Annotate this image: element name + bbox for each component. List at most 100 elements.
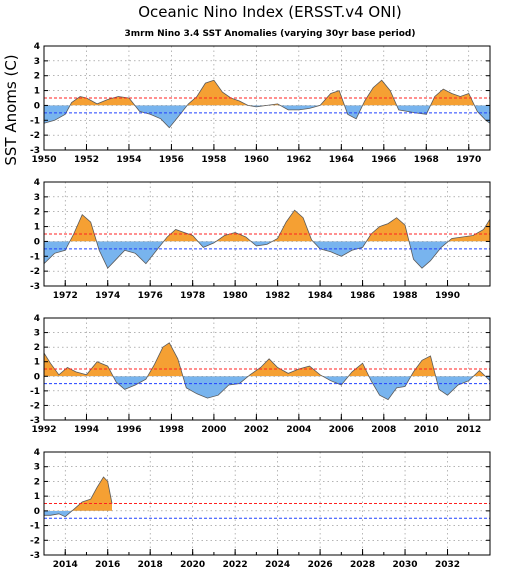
x-tick-label: 2032 (435, 560, 460, 570)
anomaly-area (44, 209, 490, 269)
anomaly-line (44, 342, 490, 401)
x-tick-label: 2022 (223, 560, 248, 570)
anomaly-line (44, 209, 490, 269)
plot-frame (43, 181, 491, 287)
plot-frame (43, 451, 491, 556)
y-tick-label: -3 (30, 282, 40, 292)
x-tick-label: 2004 (286, 425, 311, 435)
anomaly-area (44, 79, 490, 129)
cold-anomaly-fill (44, 105, 490, 128)
x-tick-label: 2006 (329, 425, 354, 435)
x-tick-label: 1986 (350, 291, 375, 301)
panel-2: 4 3 2 1 0 -1 -2 -3 1972 1974 1976 1978 1980 1982 1984 1… (30, 178, 491, 301)
y-tick-label: -3 (30, 146, 40, 156)
y-tick-label: 0 (34, 507, 40, 517)
x-tick-label: 1966 (371, 155, 396, 165)
x-tick-label: 1974 (95, 291, 120, 301)
y-tick-label: 2 (34, 343, 40, 353)
y-tick-label: 1 (34, 492, 40, 502)
anomaly-area (44, 476, 113, 518)
x-tick-label: 2026 (308, 560, 333, 570)
y-tick-label: -1 (30, 387, 40, 397)
x-tick-label: 1970 (456, 155, 481, 165)
warm-anomaly-fill (44, 210, 490, 242)
y-axis-label: SST Anoms (C) (2, 54, 20, 165)
x-tick-label: 1950 (31, 155, 56, 165)
y-tick-label: 0 (34, 237, 40, 247)
warm-anomaly-fill (44, 342, 486, 377)
plot-frame (43, 317, 491, 421)
chart-title: Oceanic Nino Index (ERSST.v4 ONI) (138, 3, 402, 21)
y-tick-label: 4 (34, 314, 40, 324)
x-tick-label: 2010 (414, 425, 439, 435)
y-tick-label: 0 (34, 101, 40, 111)
x-tick-label: 1982 (265, 291, 290, 301)
x-tick-label: 1992 (31, 425, 56, 435)
anomaly-area (44, 342, 490, 401)
y-tick-label: 3 (34, 463, 40, 473)
y-tick-label: 1 (34, 87, 40, 97)
x-tick-label: 1954 (116, 155, 141, 165)
x-tick-label: 1962 (286, 155, 311, 165)
x-tick-label: 1960 (244, 155, 269, 165)
x-tick-label: 1998 (159, 425, 184, 435)
cold-anomaly-fill (44, 241, 449, 269)
x-tick-label: 1988 (393, 291, 418, 301)
warm-anomaly-fill (44, 80, 490, 106)
y-tick-label: 2 (34, 72, 40, 82)
x-tick-label: 1964 (329, 155, 354, 165)
y-tick-label: 4 (34, 42, 40, 52)
x-tick-label: 1978 (180, 291, 205, 301)
y-tick-label: 4 (34, 178, 40, 188)
x-tick-label: 2030 (393, 560, 418, 570)
anomaly-line (44, 79, 490, 129)
x-tick-label: 2002 (244, 425, 269, 435)
panel-4: 4 3 2 1 0 -1 -2 -3 2014 2016 2018 2020 2022 2024 2026 2… (30, 448, 491, 570)
x-tick-label: 2000 (201, 425, 226, 435)
x-tick-label: 1984 (308, 291, 333, 301)
y-tick-label: -1 (30, 116, 40, 126)
x-tick-label: 1952 (74, 155, 99, 165)
y-tick-label: -1 (30, 522, 40, 532)
y-tick-label: 2 (34, 208, 40, 218)
y-tick-label: -3 (30, 416, 40, 426)
x-tick-label: 2014 (53, 560, 78, 570)
x-tick-label: 1994 (74, 425, 99, 435)
y-tick-label: 3 (34, 193, 40, 203)
x-tick-label: 1958 (201, 155, 226, 165)
x-tick-label: 2018 (138, 560, 163, 570)
x-tick-label: 1976 (138, 291, 163, 301)
y-tick-label: 4 (34, 448, 40, 458)
y-tick-label: -3 (30, 551, 40, 561)
y-tick-label: -1 (30, 252, 40, 262)
x-tick-label: 1996 (116, 425, 141, 435)
cold-anomaly-fill (44, 376, 490, 400)
y-tick-label: -2 (30, 401, 40, 411)
y-tick-label: -2 (30, 131, 40, 141)
x-tick-label: 1980 (223, 291, 248, 301)
x-tick-label: 2012 (456, 425, 481, 435)
y-tick-label: 1 (34, 358, 40, 368)
y-tick-label: 1 (34, 223, 40, 233)
anomaly-line (44, 476, 113, 518)
y-tick-label: 0 (34, 372, 40, 382)
y-tick-label: -2 (30, 536, 40, 546)
x-tick-label: 2016 (95, 560, 120, 570)
x-tick-label: 1968 (414, 155, 439, 165)
x-tick-label: 2008 (371, 425, 396, 435)
grid (44, 451, 490, 556)
y-tick-label: -2 (30, 267, 40, 277)
cold-anomaly-fill (44, 510, 112, 517)
y-tick-label: 2 (34, 477, 40, 487)
x-tick-label: 1990 (435, 291, 460, 301)
chart-subtitle: 3mrm Nino 3.4 SST Anomalies (varying 30y… (125, 29, 416, 39)
y-tick-label: 3 (34, 57, 40, 67)
x-tick-label: 1956 (159, 155, 184, 165)
x-tick-label: 1972 (53, 291, 78, 301)
y-tick-label: 3 (34, 329, 40, 339)
x-tick-label: 2020 (180, 560, 205, 570)
